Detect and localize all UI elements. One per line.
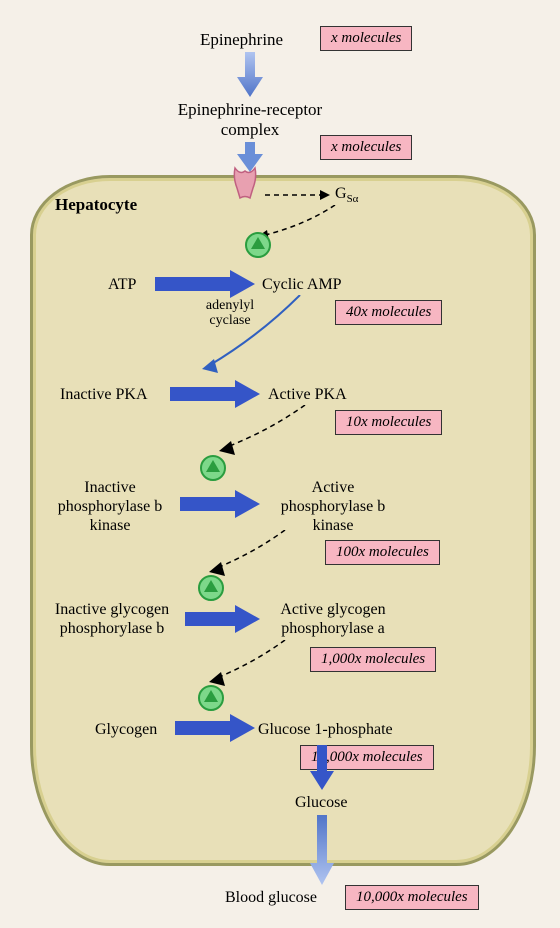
cell-title: Hepatocyte [55, 195, 137, 215]
atp-label: ATP [108, 275, 136, 294]
active-pbk-label: Active phosphorylase b kinase [263, 478, 403, 536]
badge-pka: 10x molecules [335, 410, 442, 435]
reaction-arrow-icon [180, 490, 260, 518]
activation-icon [245, 232, 271, 258]
dashed-curve-icon [215, 405, 315, 460]
down-arrow-icon [235, 52, 265, 97]
inactive-pbk-label: Inactive phosphorylase b kinase [45, 478, 175, 536]
gsa-label: GSα [335, 185, 358, 205]
badge-blood-glucose: 10,000x molecules [345, 885, 479, 910]
reaction-arrow-icon [155, 270, 255, 298]
reaction-arrow-icon [175, 714, 255, 742]
complex-label: Epinephrine-receptor complex [160, 100, 340, 140]
active-pka-label: Active PKA [268, 385, 347, 404]
activation-icon [200, 455, 226, 481]
g1p-label: Glucose 1-phosphate [258, 720, 393, 739]
badge-complex: x molecules [320, 135, 412, 160]
receptor-icon [225, 163, 265, 203]
badge-gp: 1,000x molecules [310, 647, 436, 672]
down-arrow-icon [310, 815, 334, 885]
dashed-curve-icon [205, 530, 305, 580]
glucose-label: Glucose [295, 793, 347, 812]
reaction-arrow-icon [185, 605, 260, 633]
badge-pbk: 100x molecules [325, 540, 440, 565]
active-gp-label: Active glycogen phosphorylase a [263, 600, 403, 638]
dashed-arrow-icon [265, 185, 335, 205]
cascade-curve-icon [200, 295, 320, 380]
badge-camp: 40x molecules [335, 300, 442, 325]
blood-glucose-label: Blood glucose [225, 888, 317, 907]
badge-epi: x molecules [320, 26, 412, 51]
camp-label: Cyclic AMP [262, 275, 342, 294]
epinephrine-label: Epinephrine [200, 30, 283, 50]
down-arrow-icon [310, 745, 334, 790]
reaction-arrow-icon [170, 380, 260, 408]
activation-icon [198, 575, 224, 601]
inactive-gp-label: Inactive glycogen phosphorylase b [42, 600, 182, 638]
dashed-curve-icon [205, 640, 305, 690]
activation-icon [198, 685, 224, 711]
inactive-pka-label: Inactive PKA [60, 385, 148, 404]
glycogen-label: Glycogen [95, 720, 157, 739]
